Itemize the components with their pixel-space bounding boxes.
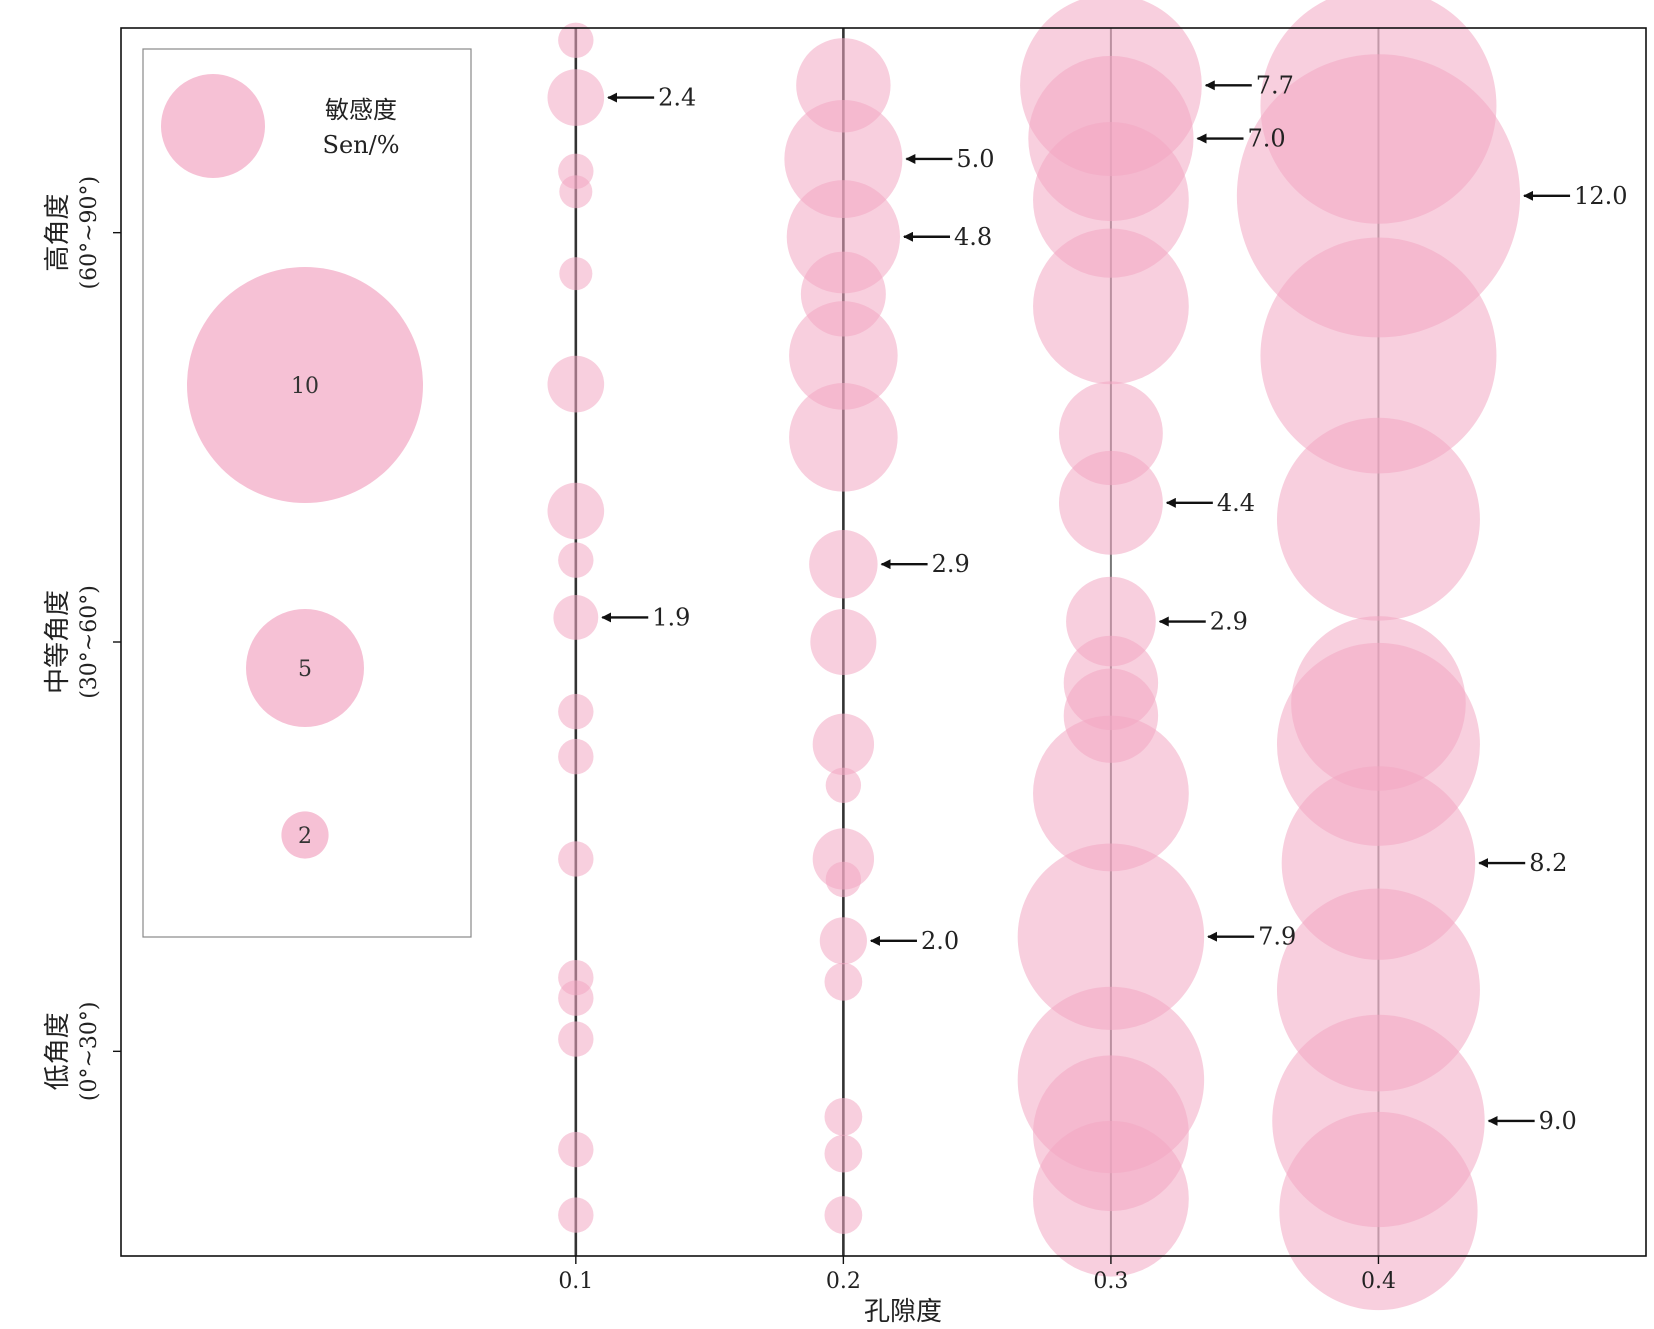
annotation-label: 8.2 [1529, 849, 1567, 877]
x-axis-title: 孔隙度 [864, 1297, 942, 1327]
bubble [558, 1197, 594, 1233]
bubble [824, 1097, 863, 1136]
bubble [1017, 843, 1205, 1030]
legend-frame [142, 48, 472, 938]
x-tick-label: 0.3 [1093, 1269, 1128, 1294]
bubble [1033, 715, 1189, 872]
legend-bubble [246, 609, 364, 727]
bubble [825, 861, 862, 898]
annotation-label: 2.0 [921, 927, 959, 955]
bubble [812, 713, 875, 776]
y-tick-label: 低角度 [43, 1012, 73, 1090]
legend-title-line1: 敏感度 [325, 96, 397, 124]
bubble [1279, 1111, 1478, 1311]
bubble [558, 693, 594, 730]
annotation-label: 4.4 [1217, 489, 1255, 517]
annotation-label: 5.0 [956, 145, 994, 173]
annotation-label: 4.8 [954, 223, 992, 251]
bubble [559, 175, 593, 209]
bubble [559, 257, 593, 291]
bubble [558, 542, 594, 578]
x-tick-label: 0.2 [826, 1269, 861, 1294]
bubble [1033, 122, 1189, 278]
legend-marker [161, 74, 265, 178]
bubble [1033, 1120, 1189, 1277]
bubble [547, 69, 605, 126]
annotation-label: 2.4 [658, 84, 696, 112]
bubble [558, 841, 594, 877]
x-axis: 0.1 0.2 0.3 0.4 [558, 1256, 1396, 1294]
bubble [558, 980, 594, 1016]
bubble [1033, 228, 1189, 385]
annotation-label: 2.9 [1210, 608, 1248, 636]
legend: 10 5 2 敏感度 Sen/% [142, 48, 472, 938]
y-axis: 高角度 (60°~90°) 中等角度 (30°~60°) 低角度 (0°~30°) [43, 176, 121, 1101]
bubble [1058, 450, 1163, 555]
legend-title-line2: Sen/% [323, 131, 400, 159]
y-tick-sublabel: (30°~60°) [77, 585, 102, 699]
bubble [558, 738, 594, 775]
legend-size-label: 10 [291, 374, 319, 399]
bubble [547, 482, 605, 540]
annotation-label: 9.0 [1539, 1107, 1577, 1135]
bubble-layer [547, 0, 1521, 1311]
legend-bubble [187, 267, 423, 503]
bubble [1276, 417, 1480, 621]
legend-size-label: 2 [298, 824, 312, 849]
legend-bubble [281, 811, 329, 859]
annotation-label: 2.9 [932, 550, 970, 578]
y-tick-sublabel: (60°~90°) [77, 176, 102, 290]
bubble [819, 917, 867, 965]
y-tick-label: 中等角度 [43, 590, 73, 694]
legend-bubbles: 10 5 2 [161, 74, 423, 859]
legend-size-label: 5 [298, 657, 312, 682]
annotation-label: 12.0 [1574, 182, 1627, 210]
annotation-label: 7.7 [1256, 71, 1294, 99]
bubble [825, 767, 862, 803]
y-tick-sublabel: (0°~30°) [77, 1002, 102, 1102]
x-tick-label: 0.4 [1361, 1269, 1396, 1294]
bubble [547, 355, 605, 413]
annotation-layer: 2.4 1.9 5.0 4.8 2.9 2.0 7.7 7.0 4.4 2.9 7.9 12.0 8.2… [601, 71, 1627, 1135]
bubble [824, 1196, 863, 1234]
annotation-label: 7.9 [1258, 923, 1296, 951]
bubble [558, 22, 594, 58]
annotation-label: 1.9 [652, 603, 690, 631]
bubble [553, 595, 599, 640]
bubble [824, 1134, 863, 1173]
bubble [1260, 237, 1497, 474]
y-tick-label: 高角度 [43, 194, 73, 272]
annotation-label: 7.0 [1248, 125, 1286, 153]
bubble [558, 1131, 594, 1168]
bubble [809, 530, 878, 599]
bubble [789, 383, 898, 492]
bubble [810, 608, 877, 676]
bubble [789, 301, 898, 410]
x-tick-label: 0.1 [558, 1269, 593, 1294]
bubble [558, 1021, 594, 1057]
bubble [824, 962, 863, 1001]
